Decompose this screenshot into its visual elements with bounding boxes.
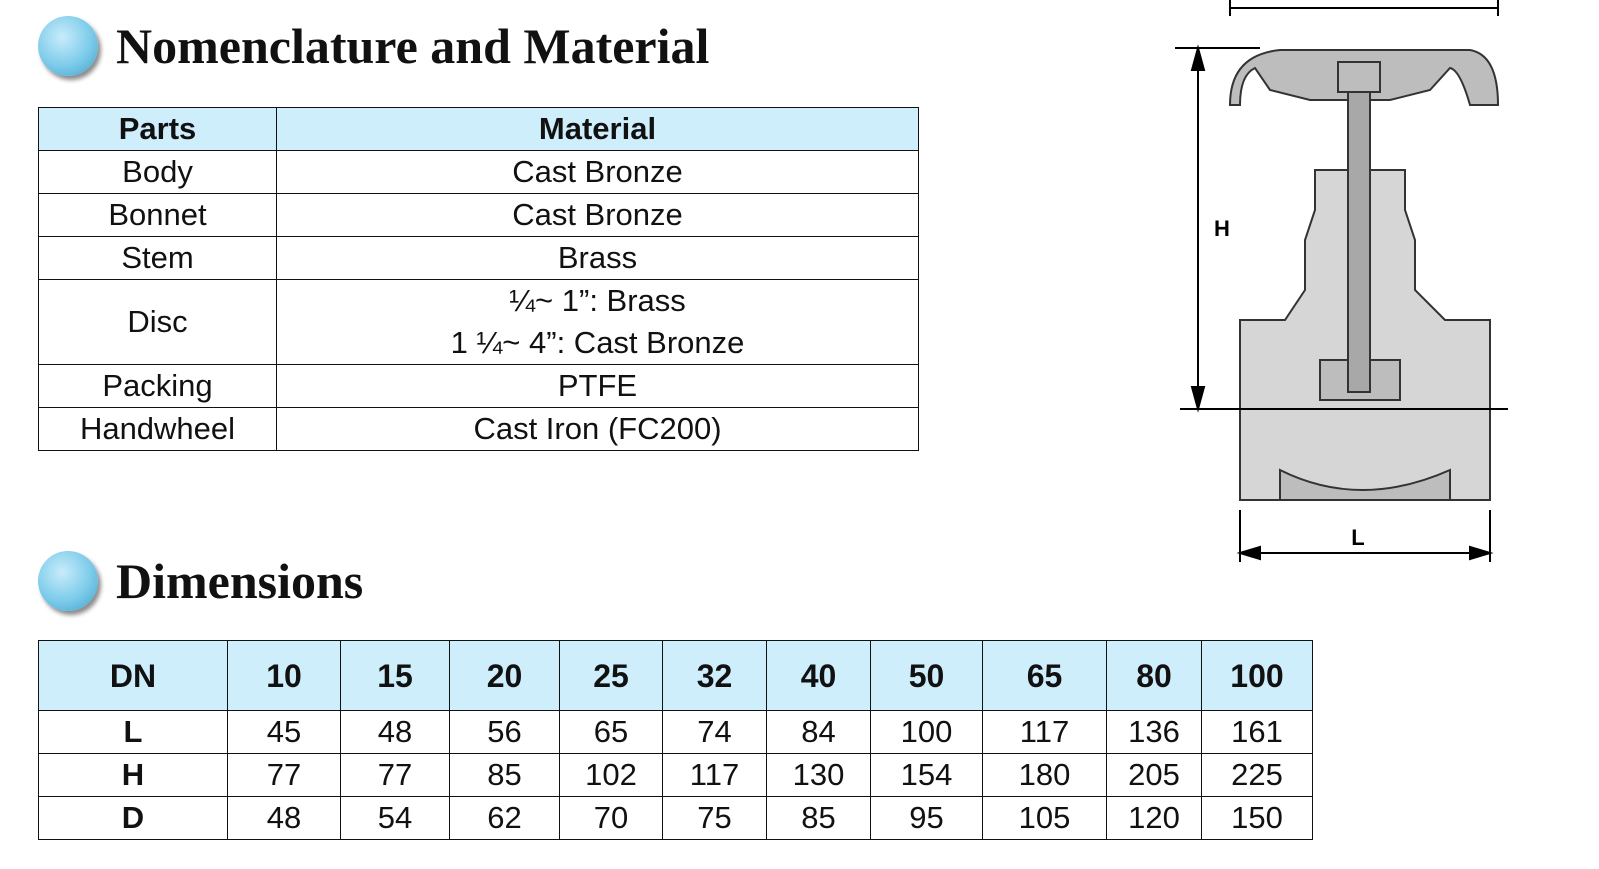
table-cell: 205	[1106, 753, 1202, 797]
cell-line: ¼~ 1”: Brass	[509, 283, 686, 318]
table-row: H 77 77 85 102 117 130 154 180 205 225	[38, 753, 1313, 797]
row-label: Body	[38, 150, 277, 194]
cell-line: 1 ¼~ 4”: Cast Bronze	[450, 325, 745, 360]
header-cell: 15	[340, 640, 450, 711]
header-cell: Material	[276, 107, 919, 151]
section-heading: Dimensions	[38, 551, 363, 611]
table-cell: 75	[662, 796, 767, 840]
table-cell: 54	[340, 796, 450, 840]
section-title: Nomenclature and Material	[116, 18, 710, 74]
header-cell: 100	[1201, 640, 1313, 711]
header-row: DN 10 15 20 25 32 40 50 65 80 100	[38, 640, 1313, 711]
header-cell: DN	[38, 640, 228, 711]
table-cell: 48	[227, 796, 341, 840]
header-cell: 10	[227, 640, 341, 711]
header-cell: 32	[662, 640, 767, 711]
bullet-icon	[38, 551, 98, 611]
table-row: Disc ¼~ 1”: Brass 1 ¼~ 4”: Cast Bronze	[38, 279, 919, 365]
table-cell: 74	[662, 710, 767, 754]
bullet-icon	[38, 16, 98, 76]
header-cell: 50	[870, 640, 983, 711]
header-row: Parts Material	[38, 107, 919, 151]
row-label: Stem	[38, 236, 277, 280]
table-cell: 225	[1201, 753, 1313, 797]
table-cell: 150	[1201, 796, 1313, 840]
row-label: D	[38, 796, 228, 840]
table-cell: Cast Iron (FC200)	[276, 407, 919, 451]
row-label: Disc	[38, 279, 277, 365]
table-row: D 48 54 62 70 75 85 95 105 120 150	[38, 796, 1313, 840]
material-table: Parts Material Body Cast Bronze Bonnet Cast B…	[38, 107, 919, 451]
table-cell: 105	[982, 796, 1107, 840]
dimension-label: H	[1214, 216, 1230, 241]
section-title: Dimensions	[116, 553, 364, 609]
table-row: L 45 48 56 65 74 84 100 117 136 161	[38, 710, 1313, 754]
table-cell: 70	[559, 796, 663, 840]
valve-diagram: H L	[1175, 0, 1508, 562]
header-cell: 40	[766, 640, 871, 711]
header-cell: 25	[559, 640, 663, 711]
row-label: Handwheel	[38, 407, 277, 451]
table-row: Packing PTFE	[38, 364, 919, 408]
table-cell: Cast Bronze	[276, 193, 919, 237]
table-cell: 84	[766, 710, 871, 754]
table-cell: 77	[227, 753, 341, 797]
table-cell: 100	[870, 710, 983, 754]
table-cell: 77	[340, 753, 450, 797]
table-cell: 85	[766, 796, 871, 840]
table-cell: Brass	[276, 236, 919, 280]
table-cell: Cast Bronze	[276, 150, 919, 194]
table-cell: 95	[870, 796, 983, 840]
table-cell: 180	[982, 753, 1107, 797]
row-label: L	[38, 710, 228, 754]
header-cell: 20	[449, 640, 560, 711]
table-row: Stem Brass	[38, 236, 919, 280]
row-label: H	[38, 753, 228, 797]
table-cell: 85	[449, 753, 560, 797]
table-cell: 48	[340, 710, 450, 754]
table-row: Body Cast Bronze	[38, 150, 919, 194]
table-cell: PTFE	[276, 364, 919, 408]
table-cell: 120	[1106, 796, 1202, 840]
header-cell: Parts	[38, 107, 277, 151]
table-cell: 130	[766, 753, 871, 797]
table-cell: 102	[559, 753, 663, 797]
table-cell: 154	[870, 753, 983, 797]
table-cell: 56	[449, 710, 560, 754]
table-cell: ¼~ 1”: Brass 1 ¼~ 4”: Cast Bronze	[276, 279, 919, 365]
table-row: Handwheel Cast Iron (FC200)	[38, 407, 919, 451]
header-cell: 80	[1106, 640, 1202, 711]
dimensions-table: DN 10 15 20 25 32 40 50 65 80 100 L 45 48 56 65 74 84 100 1…	[38, 640, 1313, 840]
dimension-label: L	[1351, 525, 1364, 550]
table-cell: 161	[1201, 710, 1313, 754]
table-cell: 117	[662, 753, 767, 797]
table-cell: 65	[559, 710, 663, 754]
table-cell: 62	[449, 796, 560, 840]
section-heading: Nomenclature and Material	[38, 16, 709, 76]
table-cell: 136	[1106, 710, 1202, 754]
header-cell: 65	[982, 640, 1107, 711]
table-cell: 45	[227, 710, 341, 754]
table-row: Bonnet Cast Bronze	[38, 193, 919, 237]
table-cell: 117	[982, 710, 1107, 754]
row-label: Packing	[38, 364, 277, 408]
row-label: Bonnet	[38, 193, 277, 237]
